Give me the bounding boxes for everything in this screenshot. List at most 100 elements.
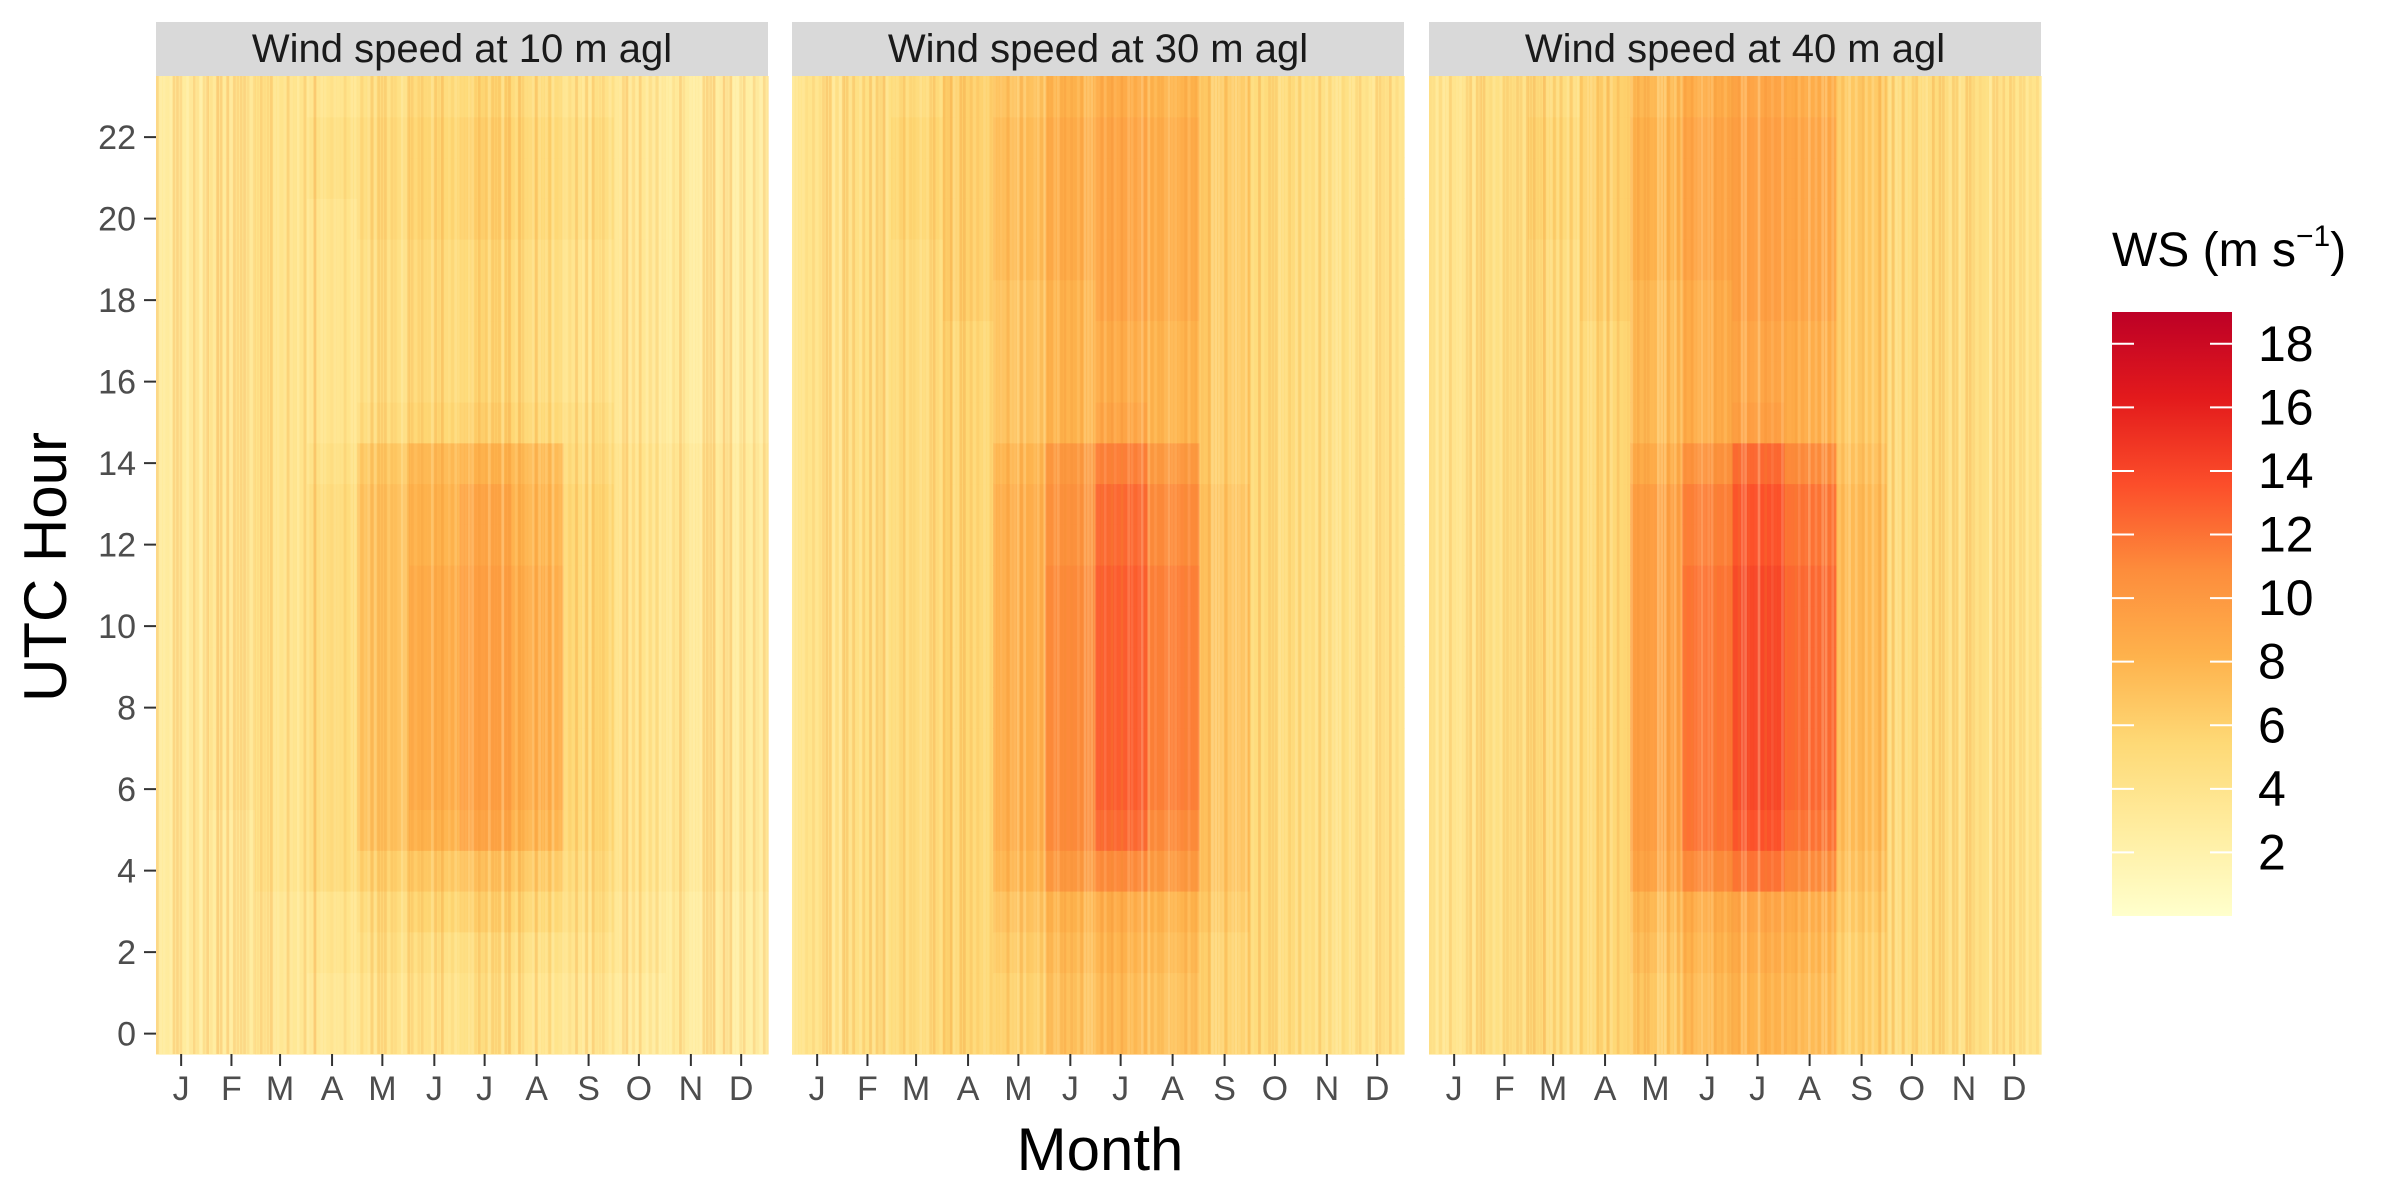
heatmap-cell [156,320,209,362]
texture-stripe [1177,76,1181,1054]
heatmap-cell [1579,972,1631,1014]
heatmap-cell [459,116,513,159]
heatmap-cell [1886,76,1940,118]
heatmap-cell [890,402,944,444]
heatmap-cell [254,850,308,892]
heatmap-cell [156,809,209,851]
heatmap-cell [843,483,892,525]
texture-stripe [1744,76,1747,1054]
texture-stripe [457,76,461,1054]
heatmap-cell [1429,891,1482,933]
x-tick-label: F [1494,1070,1515,1108]
x-tick-label: J [1699,1070,1716,1108]
heatmap-cell [993,279,1046,322]
heatmap-cell [942,442,994,485]
heatmap-cell [1938,768,1990,811]
heatmap-cell [1199,361,1251,403]
heatmap-cell [357,524,410,566]
heatmap-cell [1352,361,1405,403]
texture-stripe [1398,76,1402,1054]
heatmap-cell [1480,931,1529,974]
texture-stripe [1137,76,1141,1054]
heatmap-cell [1301,565,1353,607]
heatmap-cell [1886,116,1940,159]
heatmap-cell [1199,116,1251,159]
heatmap-cell [613,605,667,648]
heatmap-cell [563,279,615,322]
heatmap-cell [1682,76,1734,118]
heatmap-cell [1886,239,1940,281]
heatmap-cell [156,524,209,566]
heatmap-cell [716,198,769,240]
texture-stripe [384,76,387,1054]
texture-stripe [2039,76,2042,1054]
heatmap-cell [1429,157,1482,199]
texture-stripe [1241,76,1245,1054]
heatmap-cell [306,1013,358,1055]
texture-stripe [2019,76,2022,1054]
heatmap-cell [1886,157,1940,199]
heatmap-cell [792,442,845,485]
texture-stripe [1989,76,1992,1054]
texture-stripe [709,76,712,1054]
heatmap-cell [156,402,209,444]
heatmap-cell [511,524,565,566]
texture-stripe [1352,76,1355,1054]
heatmap-cell [409,524,461,566]
heatmap-cell [665,728,717,770]
heatmap-cell [409,931,461,974]
heatmap-cell [890,524,944,566]
texture-stripe [608,76,612,1054]
texture-stripe [1768,76,1771,1054]
heatmap-cell [1301,76,1353,118]
texture-stripe [280,76,283,1054]
texture-stripe [229,76,233,1054]
texture-stripe [1502,76,1506,1054]
heatmap-cell [1429,320,1482,362]
heatmap-cell [563,320,615,362]
heatmap-cell [1784,565,1838,607]
texture-stripe [1852,76,1855,1054]
heatmap-cell [254,198,308,240]
heatmap-cell [792,157,845,199]
texture-stripe [1489,76,1493,1054]
texture-stripe [1553,76,1556,1054]
heatmap-cell [1147,320,1201,362]
texture-stripe [437,76,441,1054]
heatmap-cell [1045,931,1097,974]
heatmap-cell [1480,442,1529,485]
heatmap-cell [156,605,209,648]
texture-stripe [832,76,835,1054]
texture-stripe [1053,76,1057,1054]
heatmap-cell [459,402,513,444]
texture-stripe [1965,76,1969,1054]
heatmap-cell [1938,157,1990,199]
heatmap-cell [254,972,308,1014]
heatmap-cell [511,116,565,159]
texture-stripe [1921,76,1925,1054]
texture-stripe [1271,76,1275,1054]
heatmap-cell [207,646,256,688]
texture-stripe [1321,76,1325,1054]
heatmap-cell [207,279,256,322]
heatmap-cell [665,157,717,199]
texture-stripe [1908,76,1912,1054]
heatmap-cell [792,239,845,281]
texture-stripe [343,76,347,1054]
texture-stripe [1932,76,1935,1054]
heatmap-cell [1784,931,1838,974]
heatmap-cell [993,646,1046,688]
texture-stripe [461,76,464,1054]
texture-stripe [845,76,849,1054]
texture-stripe [1113,76,1117,1054]
heatmap-cell [1249,565,1303,607]
texture-stripe [1771,76,1774,1054]
heatmap-cell [890,361,944,403]
heatmap-cell [1352,687,1405,729]
heatmap-cell [1249,198,1303,240]
texture-stripe [1885,76,1888,1054]
heatmap-cell [156,1013,209,1055]
heatmap-cell [613,402,667,444]
heatmap-cell [665,931,717,974]
texture-stripe [659,76,662,1054]
